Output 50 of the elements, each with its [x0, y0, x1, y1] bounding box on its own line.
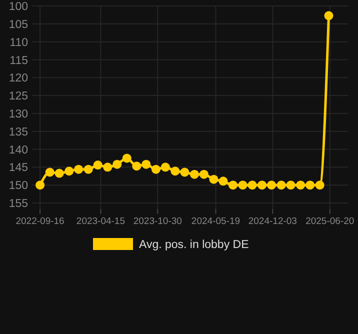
y-tick-label: 120 [8, 72, 28, 85]
y-tick-label: 105 [8, 18, 28, 31]
point [122, 154, 132, 163]
point [228, 180, 238, 190]
point [160, 162, 170, 172]
point [112, 160, 122, 169]
point [276, 180, 286, 190]
y-tick-label: 145 [8, 162, 28, 174]
point [190, 170, 199, 179]
point [93, 160, 102, 170]
point [296, 180, 306, 190]
y-tick-label: 130 [8, 108, 28, 120]
y-tick-label: 125 [8, 90, 28, 103]
point [306, 180, 315, 190]
y-tick-label: 135 [8, 126, 28, 138]
x-tick-label: 2023-10-30 [133, 216, 182, 227]
point [286, 180, 296, 190]
x-tick-label: 2022-09-16 [16, 216, 64, 227]
y-tick-label: 150 [8, 180, 28, 192]
x-tick-label: 2024-05-19 [191, 216, 240, 227]
point [132, 162, 142, 171]
point [36, 180, 45, 190]
x-tick-label: 2023-04-15 [76, 216, 126, 227]
point [199, 170, 208, 179]
point [151, 164, 160, 174]
point [54, 168, 64, 178]
point [64, 166, 74, 176]
point [180, 168, 190, 177]
y-tick-label: 100 [8, 1, 28, 14]
point [103, 162, 112, 172]
point [74, 164, 84, 174]
point [218, 176, 228, 186]
point [209, 174, 218, 184]
x-tick-label: 2025-06-20 [306, 216, 354, 227]
point [258, 180, 267, 190]
y-tick-label: 140 [8, 144, 28, 156]
point [267, 180, 276, 190]
legend-label: Avg. pos. in lobby DE [139, 239, 250, 252]
point [248, 180, 257, 190]
point [45, 168, 54, 177]
point [84, 164, 93, 174]
point [238, 180, 248, 190]
y-tick-label: 115 [10, 54, 28, 67]
point [170, 166, 180, 176]
point [142, 160, 151, 169]
point [315, 180, 324, 190]
y-tick-label: 110 [10, 36, 28, 49]
x-tick-label: 2024-12-03 [248, 216, 297, 227]
point [324, 11, 334, 20]
y-tick-label: 155 [8, 198, 28, 210]
